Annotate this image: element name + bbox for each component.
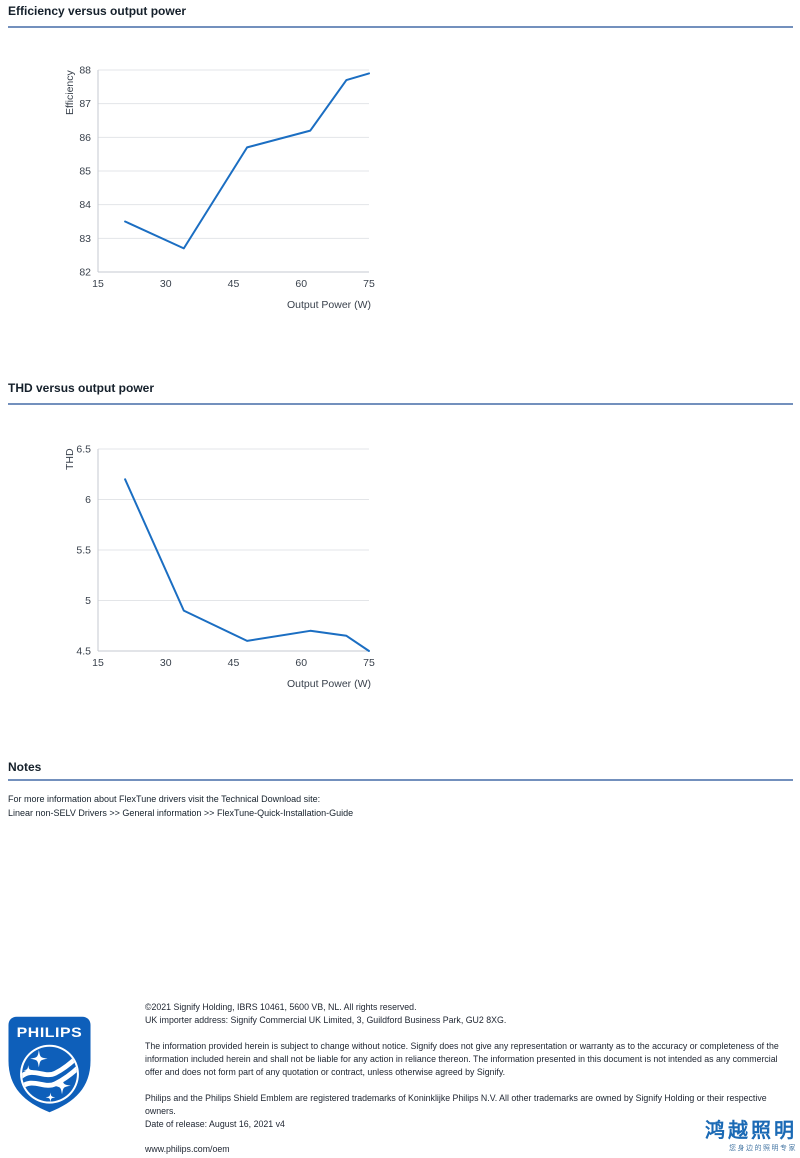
x-tick-label: 30 xyxy=(160,278,172,290)
notes-line: Linear non-SELV Drivers >> General infor… xyxy=(8,807,354,818)
footer-legal: ©2021 Signify Holding, IBRS 10461, 5600 … xyxy=(145,1001,795,1144)
x-tick-label: 30 xyxy=(160,657,172,669)
y-tick-label: 84 xyxy=(79,199,91,211)
wave-icon xyxy=(22,1063,77,1092)
section-title-notes: Notes xyxy=(8,760,42,774)
data-series-line xyxy=(124,72,370,250)
y-tick-label: 88 xyxy=(79,65,91,77)
section-divider xyxy=(8,26,793,28)
x-tick-label: 60 xyxy=(295,657,307,669)
y-tick-label: 5 xyxy=(85,595,91,607)
uk-importer-line: UK importer address: Signify Commercial … xyxy=(145,1015,507,1025)
section-divider xyxy=(8,779,793,781)
x-tick-label: 15 xyxy=(92,278,104,290)
philips-wordmark: PHILIPS xyxy=(17,1025,83,1040)
section-title-thd: THD versus output power xyxy=(8,381,155,395)
y-axis-title: THD xyxy=(64,448,76,470)
y-tick-label: 82 xyxy=(79,267,91,279)
x-tick-label: 15 xyxy=(92,657,104,669)
section-title-efficiency: Efficiency versus output power xyxy=(8,4,187,18)
notes-text: For more information about FlexTune driv… xyxy=(8,793,353,820)
y-tick-label: 4.5 xyxy=(76,646,91,658)
emblem-waves-and-stars xyxy=(22,1050,77,1102)
copyright-line: ©2021 Signify Holding, IBRS 10461, 5600 … xyxy=(145,1002,417,1012)
x-tick-label: 60 xyxy=(295,278,307,290)
partner-logo: 鸿越照明 您身边的照明专家 xyxy=(705,1120,797,1153)
wave-icon xyxy=(22,1052,77,1081)
y-tick-label: 6 xyxy=(85,494,91,506)
x-axis-title: Output Power (W) xyxy=(287,299,371,311)
partner-logo-name: 鸿越照明 xyxy=(705,1120,797,1142)
x-tick-label: 45 xyxy=(228,657,240,669)
trademark-line: Philips and the Philips Shield Emblem ar… xyxy=(145,1093,767,1116)
data-series-line xyxy=(124,478,370,652)
y-tick-label: 87 xyxy=(79,98,91,110)
footer-disclaimer-paragraph: The information provided herein is subje… xyxy=(145,1041,779,1077)
y-tick-label: 85 xyxy=(79,166,91,178)
x-tick-label: 75 xyxy=(363,278,375,290)
y-axis-title: Efficiency xyxy=(64,70,76,115)
partner-logo-tagline: 您身边的照明专家 xyxy=(729,1145,797,1152)
notes-line: For more information about FlexTune driv… xyxy=(8,794,321,804)
thd-chart: 4.5 5 5.5 6 6.5 15 30 45 60 75 THD Output Power (W) xyxy=(58,439,398,699)
footer-trademark-paragraph: Philips and the Philips Shield Emblem ar… xyxy=(145,1092,795,1131)
efficiency-chart: 82 83 84 85 86 87 88 15 30 45 60 75 Efficiency Output… xyxy=(58,60,398,320)
y-tick-label: 86 xyxy=(79,132,91,144)
y-tick-label: 5.5 xyxy=(76,545,91,557)
release-date-line: Date of release: August 16, 2021 v4 xyxy=(145,1119,285,1129)
philips-website-text: www.philips.com/oem xyxy=(145,1144,230,1154)
section-divider xyxy=(8,403,793,405)
y-tick-label: 83 xyxy=(79,233,91,245)
thd-chart-svg: 4.5 5 5.5 6 6.5 15 30 45 60 75 THD Output Power (W) xyxy=(64,444,375,691)
y-tick-label: 6.5 xyxy=(76,444,91,456)
efficiency-chart-svg: 82 83 84 85 86 87 88 15 30 45 60 75 Efficiency Output… xyxy=(64,65,375,312)
philips-shield-logo: PHILIPS xyxy=(8,1016,91,1113)
x-axis-title: Output Power (W) xyxy=(287,678,371,690)
footer-copyright-paragraph: ©2021 Signify Holding, IBRS 10461, 5600 … xyxy=(145,1001,795,1027)
x-tick-label: 75 xyxy=(363,657,375,669)
x-tick-label: 45 xyxy=(228,278,240,290)
